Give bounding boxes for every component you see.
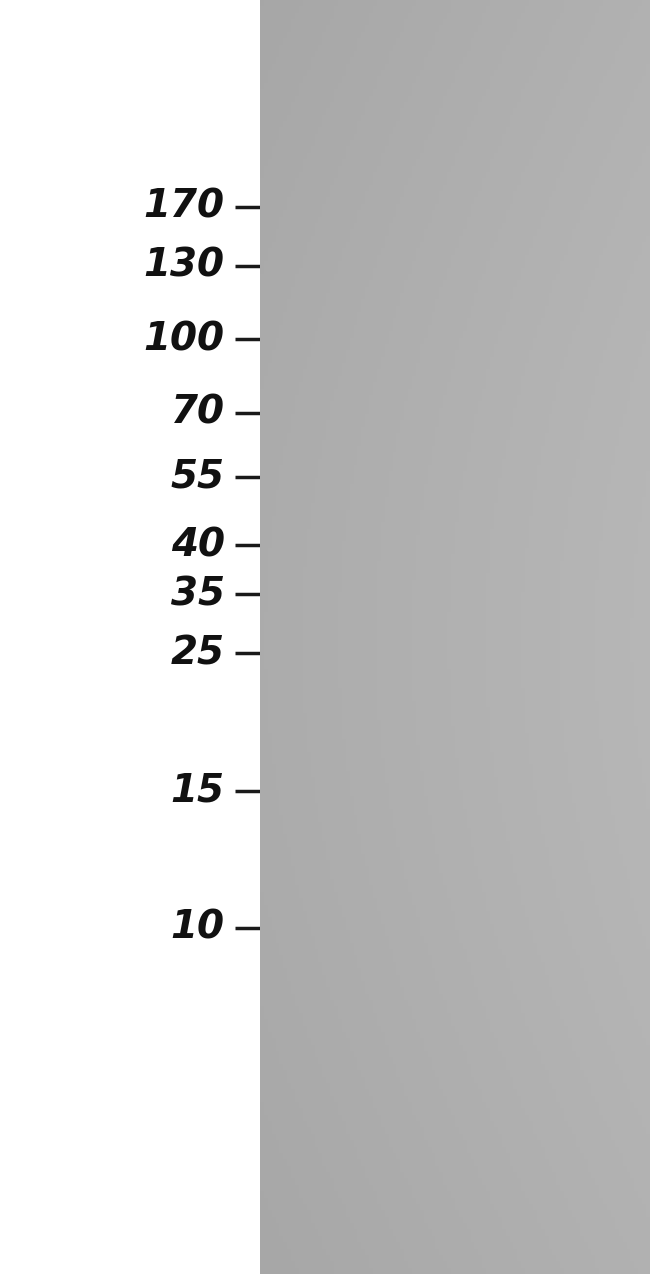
Bar (283, 153, 585, 1134)
Ellipse shape (363, 626, 554, 705)
Ellipse shape (373, 633, 545, 697)
Ellipse shape (434, 657, 484, 673)
Ellipse shape (416, 652, 502, 678)
Text: 100: 100 (144, 320, 225, 358)
Ellipse shape (358, 618, 560, 712)
Text: 15: 15 (171, 772, 225, 809)
Text: 170: 170 (144, 187, 225, 225)
Text: 10: 10 (171, 908, 225, 947)
Text: 35: 35 (171, 576, 225, 613)
Ellipse shape (384, 641, 534, 688)
Text: 55: 55 (171, 457, 225, 496)
Bar (81, 153, 283, 1134)
Text: 40: 40 (171, 526, 225, 564)
Text: 130: 130 (144, 247, 225, 284)
Text: 25: 25 (171, 634, 225, 673)
Text: 70: 70 (171, 394, 225, 432)
Ellipse shape (398, 647, 519, 682)
